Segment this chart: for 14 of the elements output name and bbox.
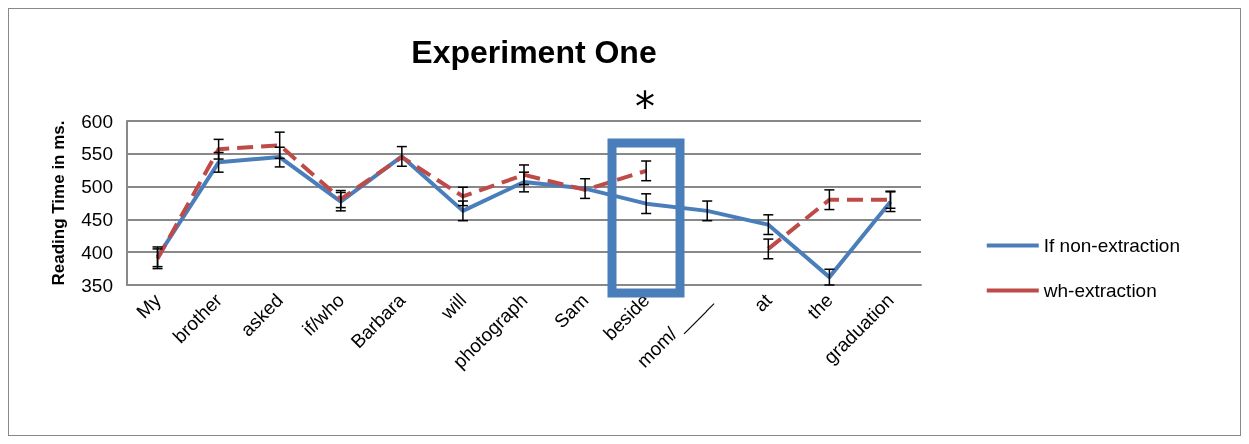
legend-label: wh-extraction — [1042, 280, 1157, 301]
y-tick-label: 450 — [81, 208, 113, 230]
x-tick-label: at — [749, 289, 777, 316]
legend-label: If non-extraction — [1043, 235, 1181, 256]
y-tick-label: 600 — [81, 110, 113, 132]
annotation: * — [635, 84, 655, 130]
y-tick-label: 350 — [81, 274, 113, 296]
y-axis-title: Reading Time in ms. — [49, 120, 68, 286]
chart-title: Experiment One — [411, 34, 657, 70]
y-tick-label: 400 — [81, 241, 113, 263]
x-tick-label: Sam — [550, 289, 593, 333]
y-tick-label: 550 — [81, 143, 113, 165]
x-tick-label: My — [132, 289, 166, 323]
y-tick-label: 500 — [81, 176, 113, 198]
